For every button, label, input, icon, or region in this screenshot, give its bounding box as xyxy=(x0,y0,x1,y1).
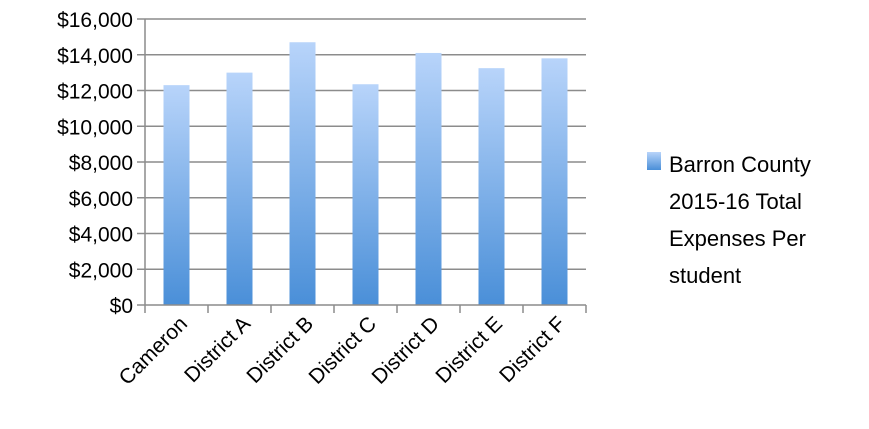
x-axis-tick-label: District D xyxy=(368,312,444,388)
bar xyxy=(478,68,505,305)
x-axis xyxy=(144,304,587,313)
legend: Barron County 2015-16 Total Expenses Per st… xyxy=(647,152,811,288)
bar xyxy=(163,85,190,305)
legend-label-line: student xyxy=(669,263,741,288)
legend-swatch xyxy=(647,152,661,170)
y-axis-tick-label: $2,000 xyxy=(69,259,133,282)
legend-label-line: 2015-16 Total xyxy=(669,189,802,214)
y-axis-tick-label: $12,000 xyxy=(57,81,133,104)
y-axis-tick-label: $14,000 xyxy=(57,45,133,68)
bar xyxy=(352,84,379,306)
bar xyxy=(289,42,316,306)
x-axis-tick-label: Cameron xyxy=(115,312,192,389)
y-axis-tick-label: $6,000 xyxy=(69,188,133,211)
x-axis-tick-label: District A xyxy=(180,312,255,387)
bar xyxy=(541,58,568,306)
legend-label: Barron County 2015-16 Total Expenses Per st… xyxy=(669,152,811,288)
y-axis-tick-label: $0 xyxy=(110,295,133,318)
legend-label-line: Expenses Per xyxy=(669,226,806,251)
x-axis-tick-label: District C xyxy=(305,312,381,388)
x-axis-tick-label: District B xyxy=(242,312,318,388)
legend-label-line: Barron County xyxy=(669,152,811,177)
y-axis-tick-label: $10,000 xyxy=(57,116,133,139)
bar xyxy=(226,72,253,305)
bar xyxy=(415,52,442,306)
x-axis-tick-label: District E xyxy=(431,312,507,388)
x-axis-tick-label: District F xyxy=(495,312,570,387)
y-axis-tick-labels: $0 $2,000 $4,000 $6,000 $8,000 $10,000 $12,000… xyxy=(57,9,146,318)
y-axis-tick-label: $8,000 xyxy=(69,152,133,175)
bars xyxy=(163,42,568,306)
y-axis-tick-label: $16,000 xyxy=(57,9,133,32)
y-axis-tick-label: $4,000 xyxy=(69,224,133,247)
